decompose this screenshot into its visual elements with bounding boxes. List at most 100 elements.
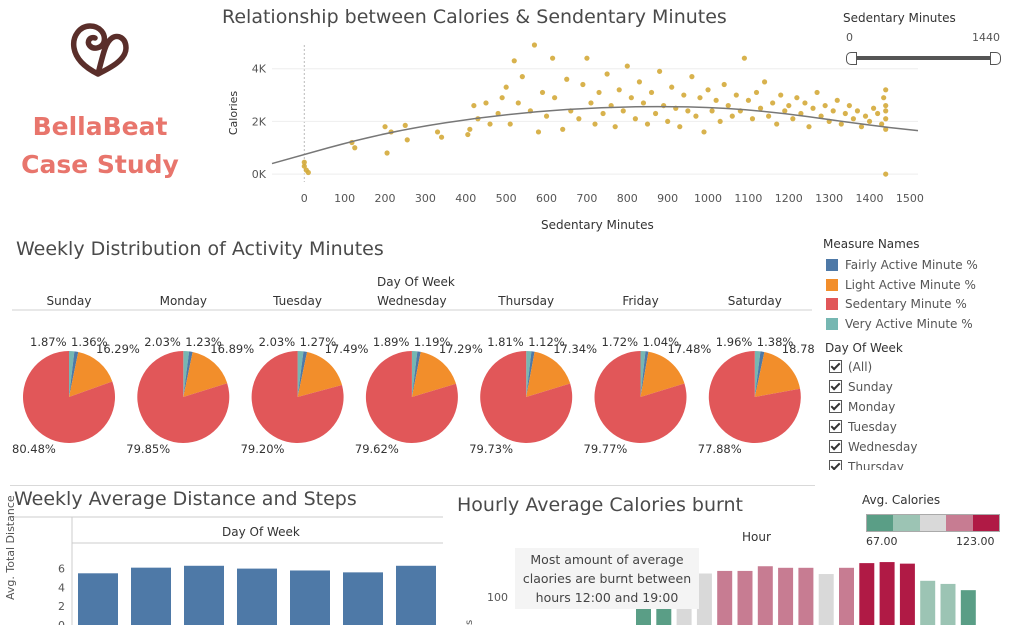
scatter-point: [846, 102, 852, 109]
scatter-point: [705, 87, 711, 93]
scatter-point: [883, 171, 889, 177]
pie-label-fairly: 1.27%: [300, 335, 337, 349]
scatter-point: [693, 113, 699, 119]
pie-slice: [594, 351, 687, 443]
hourly-bar: [757, 566, 773, 625]
distance-y-label: Avg. Total Distance: [4, 495, 17, 600]
scatter-point: [850, 116, 857, 122]
pie-slice: [411, 351, 421, 397]
scatter-point: [753, 89, 760, 96]
scatter-point: [745, 97, 752, 103]
legend-item-fairly[interactable]: Fairly Active Minute %: [826, 258, 978, 272]
pie-slice: [640, 351, 646, 397]
filter-sunday-checkbox[interactable]: Sunday: [829, 380, 893, 394]
pie-label-fairly: 1.23%: [185, 335, 222, 349]
hourly-bar: [818, 574, 834, 625]
distance-y-tick: 6: [58, 563, 65, 576]
scatter-x-tick: 0: [301, 192, 308, 205]
scatter-point: [404, 137, 410, 143]
slider-min-handle[interactable]: [846, 52, 857, 65]
scatter-point: [632, 116, 638, 122]
avg-calories-color-ramp[interactable]: [866, 514, 1000, 532]
scatter-point: [539, 89, 546, 96]
scatter-point: [749, 116, 756, 122]
slider-max-handle[interactable]: [990, 52, 1001, 65]
scatter-title: Relationship between Calories & Sendenta…: [222, 6, 727, 28]
pie-label-sedentary: 79.62%: [355, 442, 399, 456]
scatter-point: [624, 63, 630, 69]
pie-slice: [297, 351, 308, 397]
pie-label-very: 1.87%: [30, 335, 67, 349]
day-filter-list[interactable]: (All) Sunday Monday Tuesday Wednesday Th…: [822, 356, 982, 470]
pie-label-sedentary: 79.20%: [241, 442, 285, 456]
scatter-point: [657, 68, 663, 74]
pie-slice: [411, 351, 456, 397]
pie-slice: [297, 351, 304, 397]
scatter-x-tick: 600: [536, 192, 557, 205]
scatter-point: [499, 95, 505, 101]
distance-bar-chart[interactable]: 0 2 4 6: [0, 515, 445, 625]
pie-slice: [708, 351, 801, 443]
legend-item-light[interactable]: Light Active Minute %: [826, 278, 976, 292]
filter-all-checkbox[interactable]: (All): [829, 360, 872, 374]
filter-monday-checkbox[interactable]: Monday: [829, 400, 895, 414]
hourly-bar: [778, 567, 794, 625]
pie-label-sedentary: 79.73%: [469, 442, 513, 456]
check-icon: [829, 460, 842, 470]
scatter-point: [511, 58, 517, 64]
slider-track[interactable]: [852, 56, 995, 60]
scatter-trend-line: [271, 105, 919, 165]
scatter-point: [725, 102, 731, 109]
pie-slice: [297, 351, 343, 397]
legend-swatch: [826, 318, 838, 330]
scatter-x-tick: 1100: [734, 192, 762, 205]
scatter-point: [301, 159, 307, 165]
legend-swatch: [826, 298, 838, 310]
scatter-point: [790, 116, 796, 122]
scatter-point: [535, 129, 542, 135]
filter-wednesday-checkbox[interactable]: Wednesday: [829, 440, 917, 454]
pie-label-very: 1.72%: [602, 335, 639, 349]
pie-day-header: Saturday: [728, 294, 782, 308]
weekly-title: Weekly Distribution of Activity Minutes: [16, 238, 384, 260]
scatter-point: [402, 122, 408, 128]
scatter-point: [471, 102, 477, 109]
scatter-point: [818, 113, 824, 119]
filter-tuesday-checkbox[interactable]: Tuesday: [829, 420, 897, 434]
scatter-point: [709, 108, 715, 114]
scatter-point: [834, 97, 840, 103]
annotation-line: claories are burnt between: [522, 571, 692, 586]
scatter-x-label: Sedentary Minutes: [541, 218, 654, 232]
scatter-point: [774, 121, 780, 127]
pie-day-header: Friday: [622, 294, 658, 308]
pie-label-very: 1.81%: [487, 335, 524, 349]
pie-slice: [69, 351, 75, 397]
scatter-point: [757, 105, 764, 111]
slider-label: Sedentary Minutes: [843, 11, 956, 25]
pie-label-light: 16.89%: [210, 342, 254, 356]
hourly-bar: [899, 563, 915, 625]
scatter-point: [766, 113, 772, 119]
scatter-chart[interactable]: 0K 2K 4K 0 100 200 300 400 500 600 700 800 900 1000 11…: [0, 0, 1013, 240]
legend-swatch: [826, 279, 838, 291]
scatter-point: [842, 110, 848, 117]
scatter-point: [531, 42, 538, 48]
pie-chart-grid[interactable]: Sunday 1.87% 1.36%16.29% 80.48% Monday 2.03% 1…: [0, 290, 815, 470]
scatter-point: [677, 124, 683, 130]
filter-thursday-checkbox[interactable]: Thursday: [829, 460, 904, 470]
pie-label-sedentary: 80.48%: [12, 442, 56, 456]
scatter-point: [858, 124, 865, 130]
scatter-point: [636, 79, 643, 85]
scatter-x-tick: 1000: [694, 192, 722, 205]
pie-day-header: Thursday: [497, 294, 554, 308]
legend-item-very[interactable]: Very Active Minute %: [826, 317, 973, 331]
scatter-x-tick: 1300: [815, 192, 843, 205]
legend-item-sedentary[interactable]: Sedentary Minute %: [826, 297, 967, 311]
brand-subtitle: Case Study: [21, 150, 179, 179]
scatter-point: [761, 79, 768, 85]
pie-slice: [251, 351, 344, 443]
scatter-point: [883, 116, 889, 122]
scatter-point: [770, 100, 776, 106]
scatter-point: [879, 121, 885, 127]
hourly-y-tick: 100: [487, 591, 508, 604]
